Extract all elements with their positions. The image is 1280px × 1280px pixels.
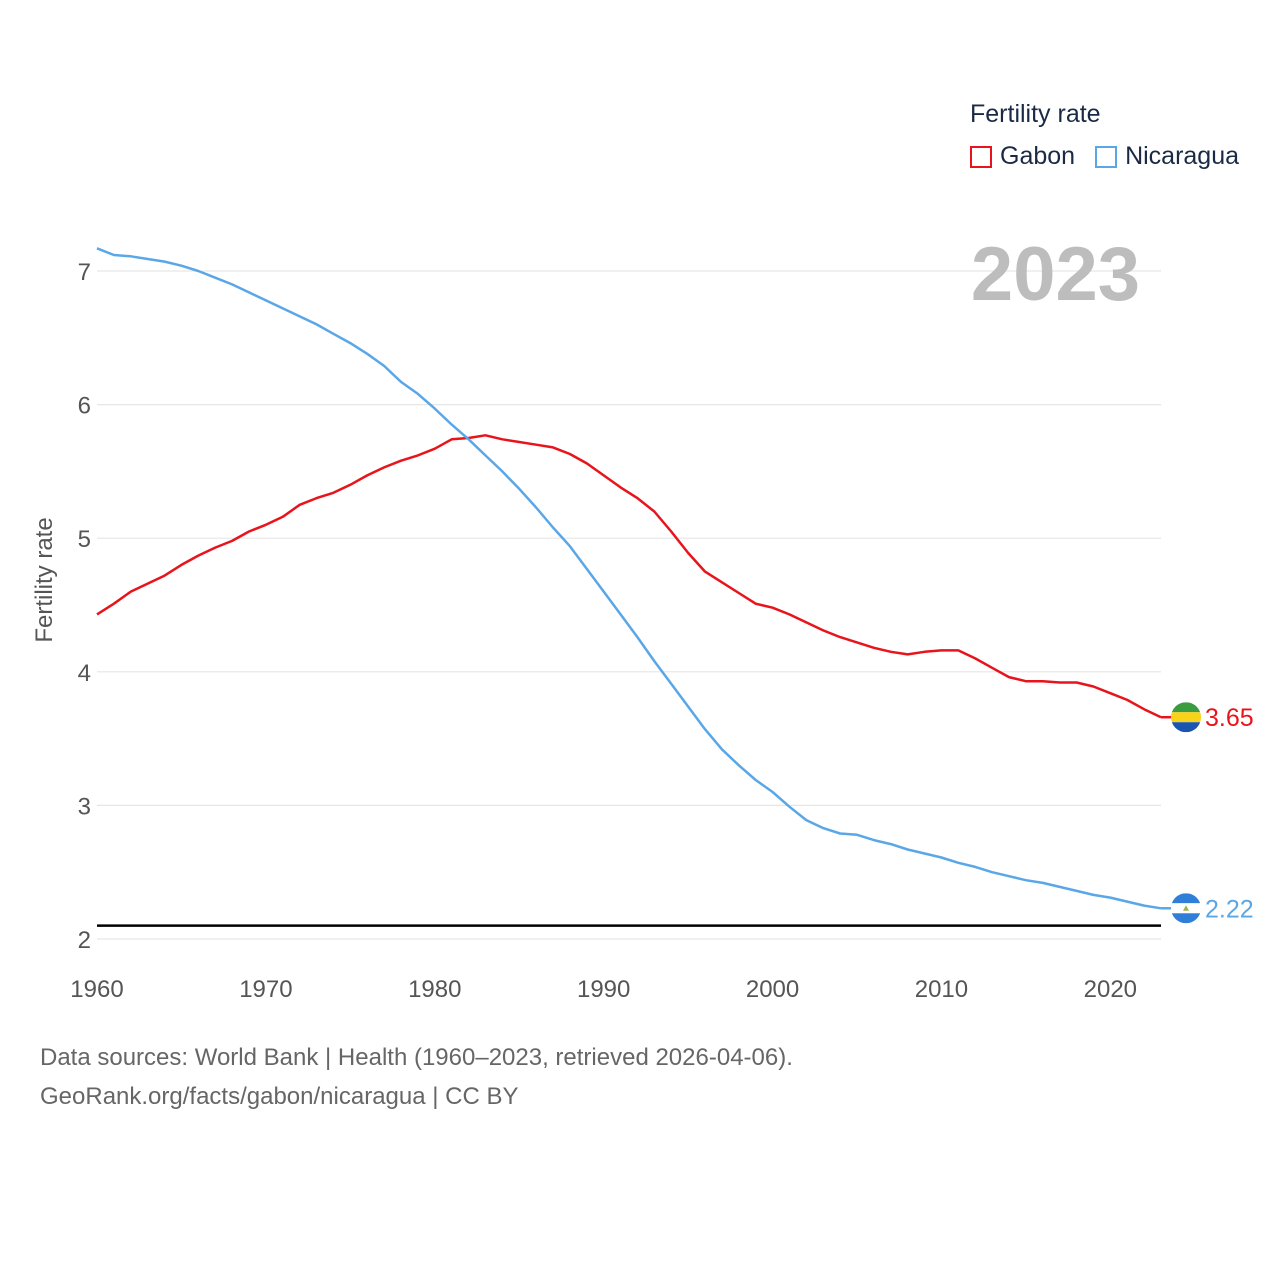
footer-sources: Data sources: World Bank | Health (1960–… bbox=[40, 1044, 793, 1071]
x-tick-label: 1960 bbox=[70, 976, 123, 1003]
y-tick-label: 4 bbox=[78, 660, 91, 687]
x-tick-label: 2000 bbox=[746, 976, 799, 1003]
legend-label-gabon: Gabon bbox=[1000, 142, 1076, 170]
x-tick-label: 2020 bbox=[1084, 976, 1137, 1003]
y-tick-label: 6 bbox=[78, 393, 91, 420]
y-tick-label: 2 bbox=[78, 927, 91, 954]
end-value-labels: 3.65 2.22 bbox=[1205, 704, 1254, 923]
legend-title: Fertility rate bbox=[970, 100, 1101, 128]
end-markers bbox=[1171, 702, 1201, 924]
nicaragua-swatch bbox=[1095, 145, 1118, 168]
y-axis-label: Fertility rate bbox=[31, 517, 58, 642]
y-axis-ticks: 2 3 4 5 6 7 bbox=[78, 259, 91, 954]
y-tick-label: 7 bbox=[78, 259, 91, 286]
gridlines bbox=[97, 270, 1161, 940]
x-tick-label: 2010 bbox=[915, 976, 968, 1003]
gabon-swatch bbox=[970, 145, 992, 168]
footer-attribution[interactable]: GeoRank.org/facts/gabon/nicaragua | CC B… bbox=[40, 1083, 519, 1110]
end-value-label-gabon: 3.65 bbox=[1205, 704, 1254, 732]
end-value-label-nicaragua: 2.22 bbox=[1205, 895, 1254, 923]
legend-label-nicaragua: Nicaragua bbox=[1125, 142, 1240, 170]
x-tick-label: 1980 bbox=[408, 976, 461, 1003]
gabon-flag-icon bbox=[1171, 702, 1201, 733]
x-axis-ticks: 1960 1970 1980 1990 2000 2010 2020 bbox=[70, 976, 1137, 1003]
series-line-nicaragua bbox=[96, 247, 1162, 910]
y-tick-label: 5 bbox=[78, 526, 91, 553]
nicaragua-flag-icon bbox=[1171, 893, 1201, 924]
x-tick-label: 1990 bbox=[577, 976, 630, 1003]
series-lines bbox=[96, 247, 1172, 910]
legend-item-nicaragua[interactable]: Nicaragua bbox=[1095, 142, 1239, 171]
legend: Gabon Nicaragua bbox=[970, 142, 1259, 171]
y-tick-label: 3 bbox=[78, 793, 91, 820]
year-label: 2023 bbox=[971, 232, 1140, 317]
x-tick-label: 1970 bbox=[239, 976, 292, 1003]
series-line-gabon bbox=[96, 434, 1162, 719]
legend-item-gabon[interactable]: Gabon bbox=[970, 142, 1075, 171]
